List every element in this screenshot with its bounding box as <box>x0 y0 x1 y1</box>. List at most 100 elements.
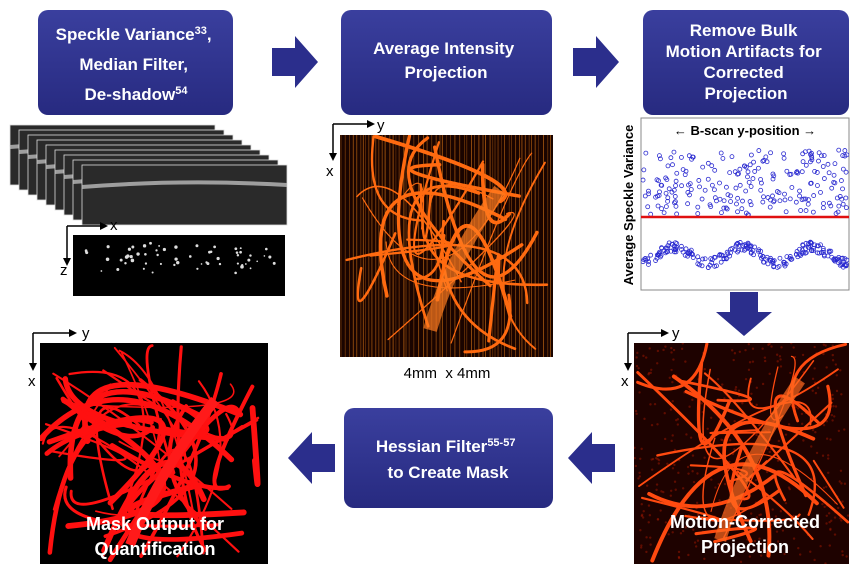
noise <box>788 423 790 425</box>
noise <box>840 519 842 521</box>
noise <box>814 431 816 433</box>
noise <box>643 510 645 512</box>
noise <box>650 369 652 371</box>
axis-label: x <box>110 217 118 234</box>
noise <box>643 418 645 420</box>
noise <box>710 478 712 480</box>
noise <box>639 475 641 477</box>
noise <box>764 356 766 358</box>
noise <box>823 487 825 489</box>
noise <box>829 529 831 531</box>
noise <box>648 504 650 506</box>
noise <box>642 355 644 357</box>
noise <box>677 472 679 474</box>
noise <box>825 366 827 368</box>
noise <box>678 551 680 553</box>
noise <box>835 363 837 365</box>
speckle <box>237 254 239 256</box>
noise <box>646 485 648 487</box>
noise <box>813 559 815 561</box>
noise <box>637 367 639 369</box>
speckle <box>250 267 252 269</box>
noise <box>788 486 790 488</box>
noise <box>671 381 673 383</box>
noise <box>738 390 740 392</box>
noise <box>833 415 835 417</box>
speckle <box>206 262 209 265</box>
axis-arrow <box>624 363 632 371</box>
noise <box>649 543 651 545</box>
speckle <box>131 259 135 263</box>
noise <box>812 429 814 431</box>
noise <box>672 467 674 469</box>
speckle <box>145 262 147 264</box>
noise <box>635 465 637 467</box>
noise <box>704 368 706 370</box>
noise <box>668 533 670 535</box>
noise <box>647 373 649 375</box>
noise <box>735 386 737 388</box>
noise <box>640 546 642 548</box>
noise <box>780 365 782 367</box>
speckle <box>196 268 198 270</box>
speckle <box>239 251 242 254</box>
speckle <box>256 260 258 262</box>
noise <box>637 477 639 479</box>
speckle <box>85 249 88 252</box>
speckle <box>124 262 126 264</box>
speckle <box>144 253 147 256</box>
noise <box>687 466 689 468</box>
noise <box>768 343 770 345</box>
noise <box>842 554 844 556</box>
noise <box>832 398 834 400</box>
noise <box>655 489 657 491</box>
noise <box>815 392 817 394</box>
noise <box>696 472 698 474</box>
noise <box>635 356 637 358</box>
noise <box>670 408 672 410</box>
noise <box>758 424 760 426</box>
speckle <box>116 268 119 271</box>
axis-label: z <box>60 262 68 279</box>
noise <box>839 480 841 482</box>
noise <box>633 447 635 449</box>
noise <box>645 356 647 358</box>
speckle <box>236 251 239 254</box>
step-box <box>344 408 553 508</box>
noise <box>639 529 641 531</box>
speckle <box>234 247 237 250</box>
caption: Motion-Corrected <box>670 512 820 532</box>
noise <box>755 479 757 481</box>
noise <box>831 414 833 416</box>
noise <box>645 551 647 553</box>
speckle <box>189 255 192 258</box>
noise <box>826 438 828 440</box>
noise <box>641 503 643 505</box>
speckle <box>143 268 145 270</box>
noise <box>825 486 827 488</box>
noise <box>650 458 652 460</box>
noise <box>664 438 666 440</box>
noise <box>665 521 667 523</box>
speckle <box>245 263 247 265</box>
noise <box>793 537 795 539</box>
noise <box>817 387 819 389</box>
noise <box>651 468 653 470</box>
noise <box>813 367 815 369</box>
noise <box>799 553 801 555</box>
noise <box>827 472 829 474</box>
noise <box>831 394 833 396</box>
axis-label: y <box>82 325 90 342</box>
noise <box>678 557 680 559</box>
noise <box>829 544 831 546</box>
noise <box>840 470 842 472</box>
axis-arrow <box>367 120 375 128</box>
noise <box>656 362 658 364</box>
speckle <box>216 257 219 260</box>
noise <box>836 390 838 392</box>
noise <box>789 372 791 374</box>
noise <box>724 483 726 485</box>
speckle <box>176 261 179 264</box>
noise <box>840 393 842 395</box>
noise <box>703 457 705 459</box>
